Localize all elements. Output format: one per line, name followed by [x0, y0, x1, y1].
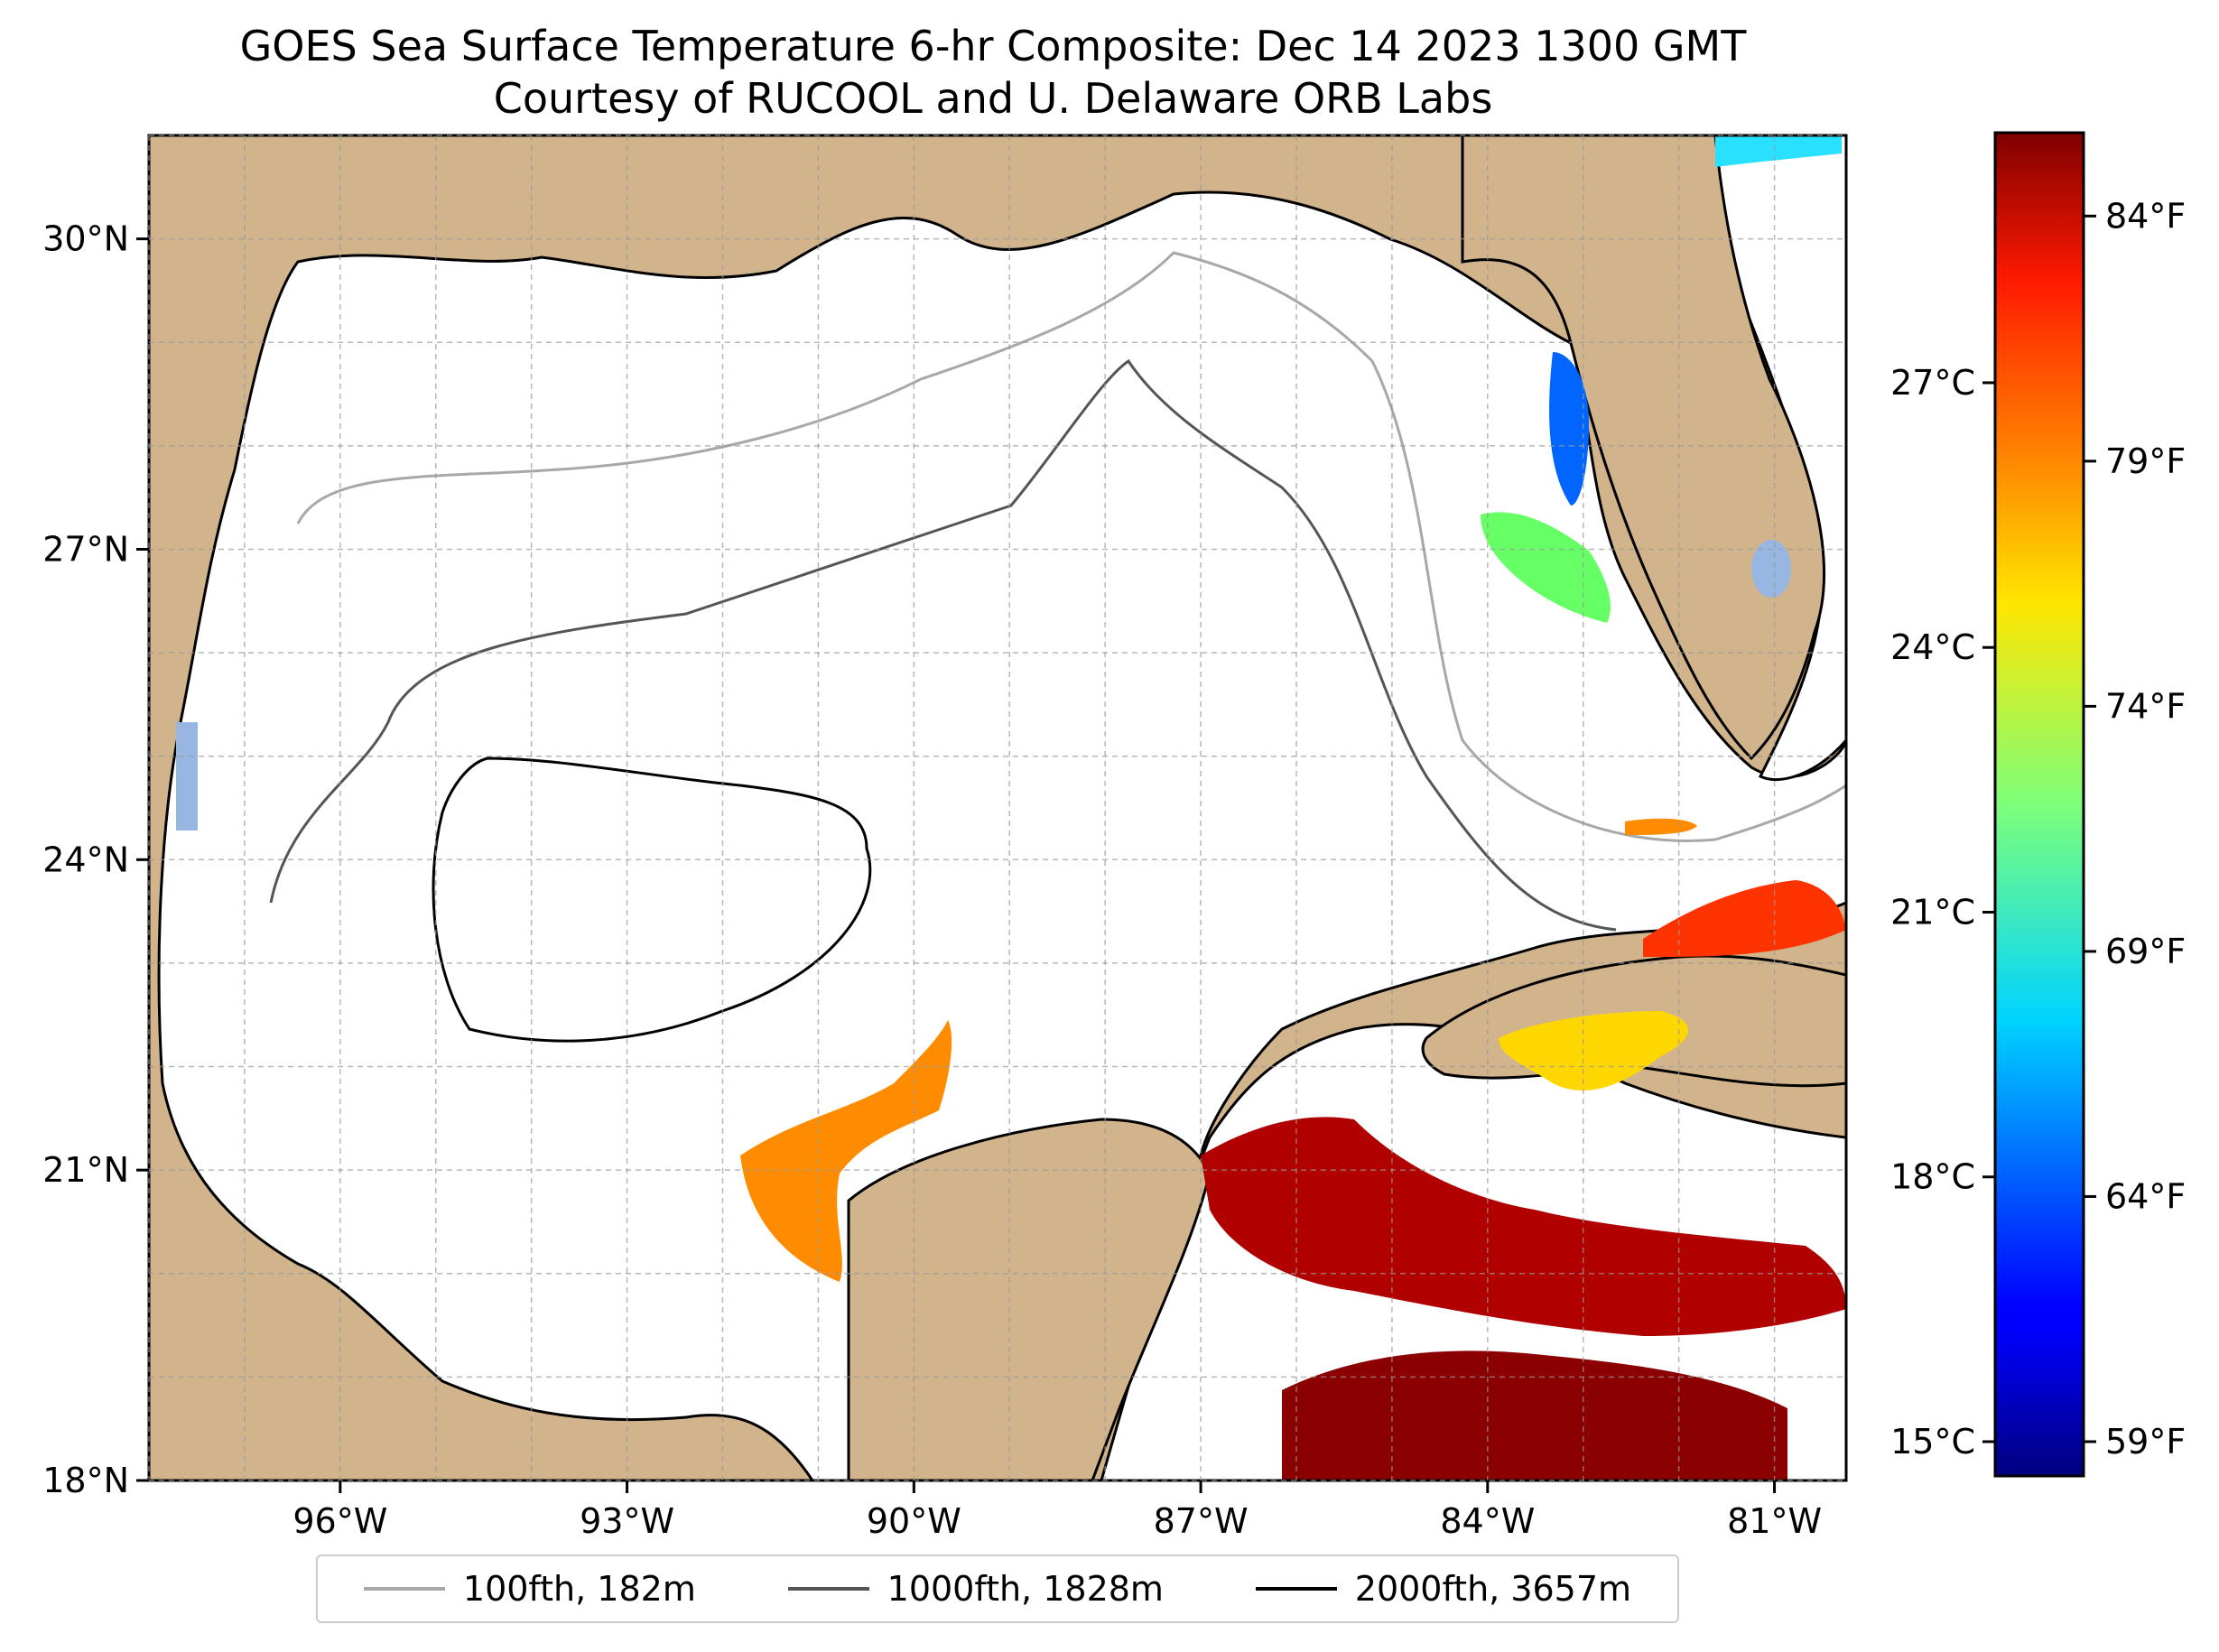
lon-tick-label: 84°W [1440, 1501, 1535, 1541]
contour-100fth [296, 251, 1846, 843]
yucatan-land [847, 1118, 1212, 1480]
legend-label-100fth: 100fth, 182m [462, 1569, 696, 1609]
sst-patch-florida-west [1481, 512, 1611, 623]
legend-label-2000fth: 2000fth, 3657m [1354, 1569, 1632, 1609]
legend-swatch-100fth [363, 1587, 445, 1591]
sst-patch-atlantic-north [1715, 135, 1842, 167]
lon-tick-label: 93°W [580, 1501, 674, 1541]
lon-tick-label: 81°W [1727, 1501, 1822, 1541]
celsius-tick-label: 18°C [1890, 1157, 1975, 1197]
chart-title: GOES Sea Surface Temperature 6-hr Compos… [0, 20, 1986, 125]
title-line-1: GOES Sea Surface Temperature 6-hr Compos… [239, 22, 1747, 70]
colorbar [1993, 131, 2085, 1478]
legend-item-2000fth: 2000fth, 3657m [1255, 1569, 1632, 1609]
celsius-tick-label: 21°C [1890, 892, 1975, 932]
celsius-tick-label: 15°C [1890, 1422, 1975, 1462]
fahrenheit-tick-label: 69°F [2105, 932, 2186, 971]
contour-1000fth [269, 358, 1617, 932]
lon-tick-label: 87°W [1154, 1501, 1249, 1541]
sst-patch-cayman [1201, 1117, 1846, 1336]
fahrenheit-tick-label: 59°F [2105, 1422, 2186, 1462]
lat-tick-label: 30°N [42, 219, 129, 259]
title-line-2: Courtesy of RUCOOL and U. Delaware ORB L… [493, 74, 1493, 123]
lon-tick-label: 90°W [867, 1501, 961, 1541]
gulf-water [157, 190, 1846, 1480]
sst-patch-campeche [740, 1020, 952, 1282]
fahrenheit-tick-label: 79°F [2105, 441, 2186, 481]
florida-land [1461, 135, 1825, 761]
legend-swatch-2000fth [1255, 1587, 1337, 1591]
laguna-madre [176, 722, 198, 831]
lat-tick-label: 24°N [42, 840, 129, 879]
lat-tick-label: 18°N [42, 1461, 129, 1500]
celsius-tick-label: 27°C [1890, 363, 1975, 403]
celsius-tick-label: 24°C [1890, 627, 1975, 667]
fahrenheit-tick-label: 84°F [2105, 196, 2186, 236]
gridlines [148, 135, 1846, 1481]
lat-tick-label: 27°N [42, 529, 129, 569]
contour-2000fth [432, 756, 872, 1043]
sst-patch-caribbean-south [1282, 1350, 1787, 1480]
sst-patch-florida-northwest [1549, 352, 1589, 506]
sst-patch-cuba-north [1643, 880, 1846, 957]
legend-swatch-1000fth [787, 1587, 869, 1591]
fahrenheit-tick-label: 74°F [2105, 686, 2186, 726]
map-area [149, 135, 1846, 1480]
lake-okeechobee [1751, 540, 1791, 598]
axis-ticks: 96°W 93°W 90°W 87°W 84°W 81°W 30°N 27°N 24°N 21°N… [42, 219, 1822, 1541]
sst-patch-southwest-cuba [1499, 1011, 1688, 1091]
legend-item-100fth: 100fth, 182m [363, 1569, 696, 1609]
lon-tick-label: 96°W [292, 1501, 387, 1541]
lat-tick-label: 21°N [42, 1150, 129, 1190]
contour-legend: 100fth, 182m 1000fth, 1828m 2000fth, 365… [316, 1555, 1679, 1623]
colorbar-ticks: 27°C 24°C 21°C 18°C 15°C 84°F 79°F 74°F 69°F 64°F… [1890, 196, 2186, 1462]
fahrenheit-tick-label: 64°F [2105, 1176, 2186, 1216]
legend-label-1000fth: 1000fth, 1828m [887, 1569, 1164, 1609]
legend-item-1000fth: 1000fth, 1828m [787, 1569, 1164, 1609]
